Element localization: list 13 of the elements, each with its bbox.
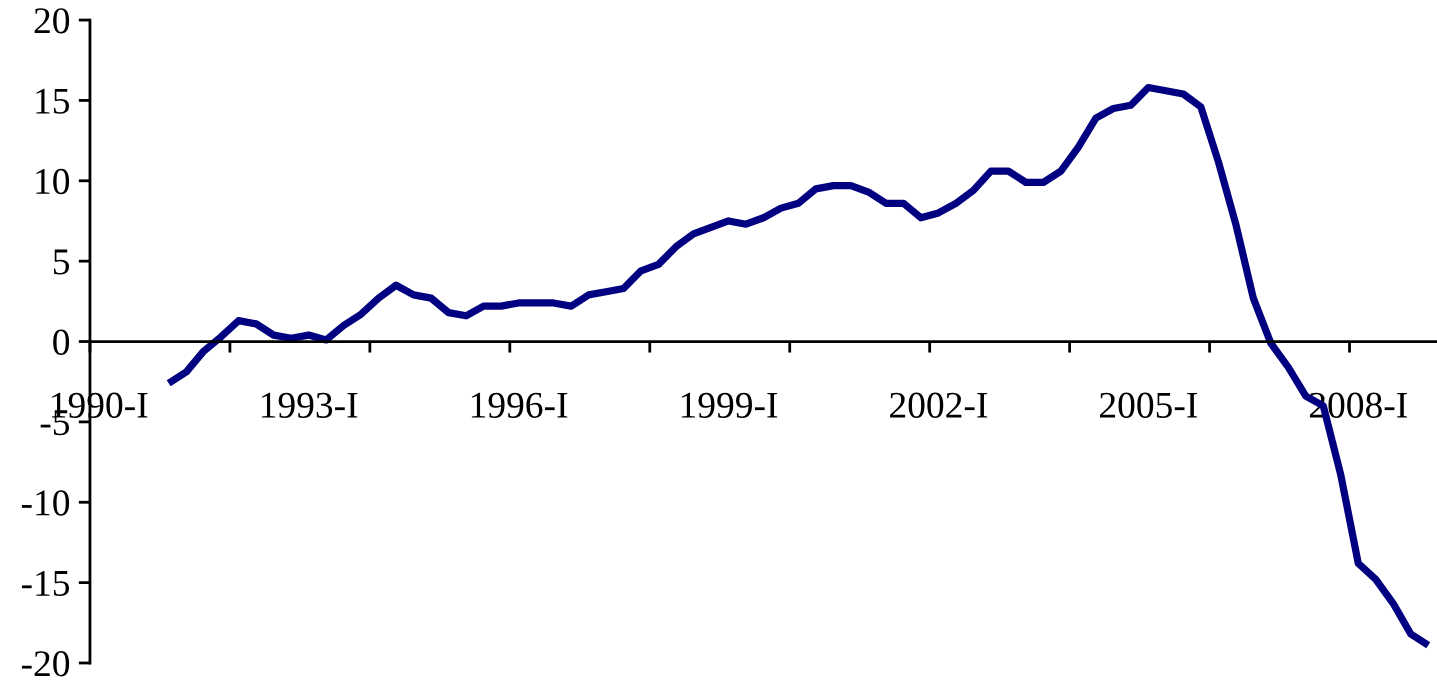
x-tick-label: 2002-I <box>890 392 988 418</box>
x-tick-label: 1999-I <box>681 392 778 418</box>
y-tick-label: 20 <box>34 8 70 34</box>
y-tick-label: -20 <box>21 651 70 677</box>
y-tick-label: -10 <box>21 490 70 516</box>
y-tick-label: -15 <box>21 570 70 597</box>
x-tick-label: 1996-I <box>471 392 568 418</box>
y-tick-label: 5 <box>53 249 70 275</box>
y-tick-label: 10 <box>36 168 70 195</box>
y-tick-label: 0 <box>53 329 70 355</box>
y-tick-label: 15 <box>36 88 70 114</box>
x-tick-label: 2005-I <box>1100 392 1198 418</box>
x-tick-label: 1993-I <box>261 392 358 418</box>
